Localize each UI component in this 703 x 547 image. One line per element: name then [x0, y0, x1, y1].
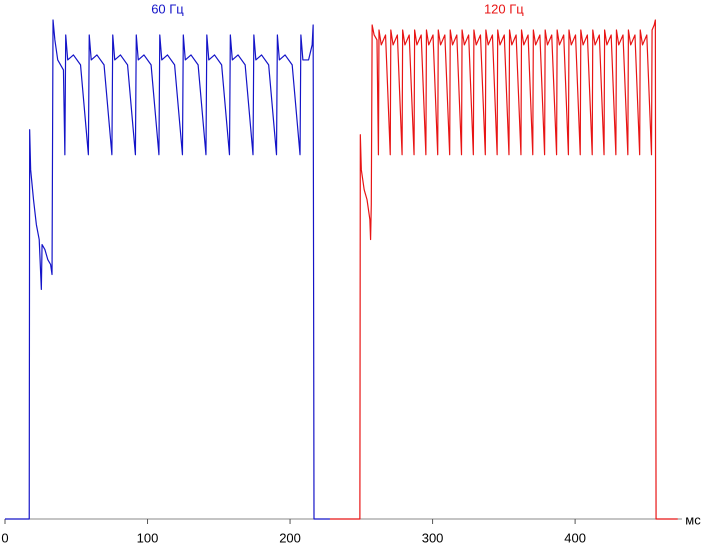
series-label: 120 Гц — [484, 1, 524, 16]
series-line — [5, 19, 330, 520]
series-label: 60 Гц — [151, 1, 184, 16]
x-tick-label: 400 — [564, 530, 586, 545]
x-tick-label: 200 — [279, 530, 301, 545]
x-tick-label: 0 — [1, 530, 8, 545]
x-tick-label: 300 — [422, 530, 444, 545]
series-line — [329, 19, 678, 520]
x-tick-label: 100 — [137, 530, 159, 545]
x-axis-label: мс — [685, 512, 701, 527]
